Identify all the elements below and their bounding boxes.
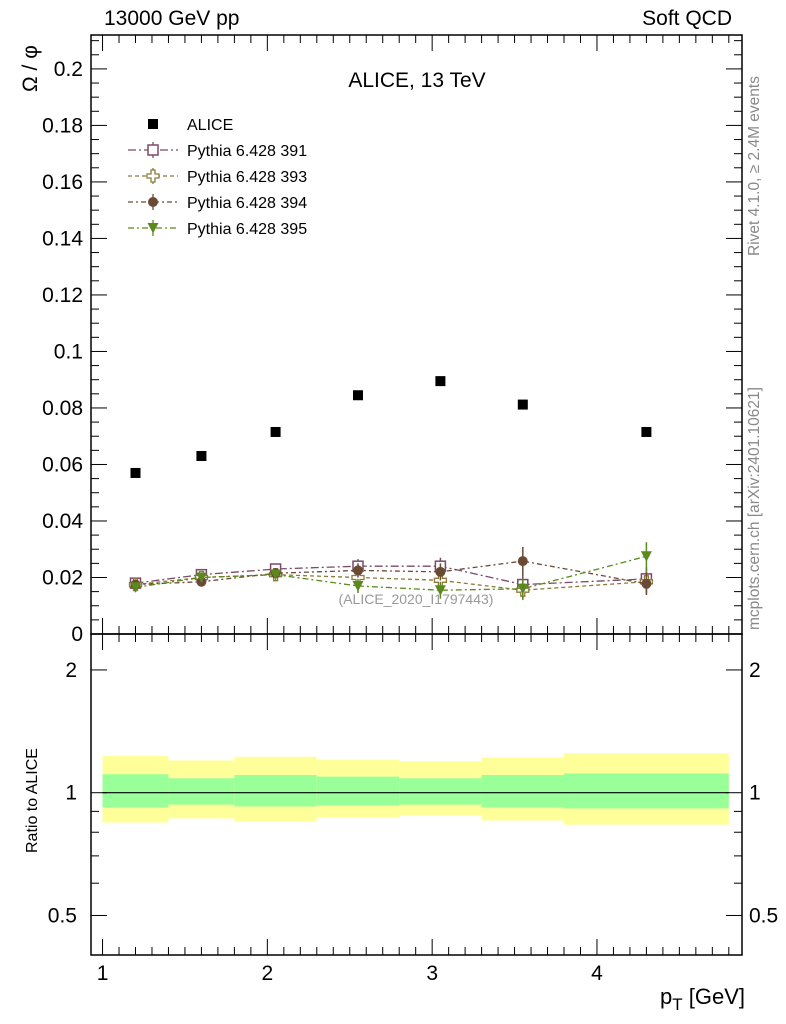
- y-tick-label: 0.18: [42, 114, 83, 137]
- legend-entry-3: Pythia 6.428 394: [128, 194, 307, 212]
- legend-marker: [148, 197, 158, 207]
- legend-entry-0: ALICE: [148, 117, 233, 134]
- y-tick-label: 0.2: [54, 58, 83, 81]
- x-tick-label: 2: [262, 962, 274, 985]
- ratio-y-tick-label: 2: [65, 659, 77, 682]
- series-4-point: [352, 580, 364, 592]
- series-3-point: [517, 556, 528, 567]
- series-4-point: [129, 582, 141, 593]
- series-0-point: [641, 426, 652, 437]
- ratio-y-tick-label: 1: [65, 782, 77, 805]
- legend-marker-shape: [146, 169, 160, 183]
- x-tick-label: 4: [591, 962, 603, 985]
- series-3-point: [641, 578, 652, 589]
- ratio-y-tick-label-right: 1: [749, 782, 761, 805]
- header-category-label: Soft QCD: [642, 7, 732, 30]
- ratio-y-tick-label: 0.5: [48, 904, 77, 927]
- y-tick-label: 0.12: [42, 284, 83, 307]
- header-process-label: 13000 GeV pp: [104, 7, 240, 30]
- legend-marker: [148, 119, 158, 129]
- y-tick-label: 0.16: [42, 171, 83, 194]
- y-tick-label: 0.1: [54, 340, 83, 363]
- legend-label: Pythia 6.428 394: [187, 195, 307, 212]
- y-tick-label: 0.04: [42, 510, 83, 533]
- ratio-y-tick-label-right: 2: [749, 659, 761, 682]
- y-tick-label: 0.08: [42, 397, 83, 420]
- ratio-band-inner: [564, 773, 729, 809]
- series-0-point: [130, 467, 141, 478]
- ratio-band-inner: [399, 778, 482, 805]
- x-tick-label: 3: [426, 962, 438, 985]
- series-4-point: [640, 551, 652, 562]
- series-4-point: [517, 583, 529, 595]
- legend-label: Pythia 6.428 391: [187, 143, 307, 160]
- y-tick-label: 0.06: [42, 453, 83, 476]
- series-4-point: [434, 585, 446, 596]
- series-4-point: [195, 572, 207, 583]
- legend-marker: [146, 169, 160, 183]
- analysis-watermark: (ALICE_2020_I1797443): [339, 591, 494, 607]
- series-1-group: [129, 557, 653, 595]
- legend-label: Pythia 6.428 393: [187, 169, 307, 186]
- series-3-line: [135, 560, 647, 586]
- legend-label: ALICE: [187, 117, 233, 134]
- x-axis-label: pT [GeV]: [660, 984, 745, 1014]
- series-0-group: [130, 376, 652, 478]
- ratio-band-inner: [234, 775, 317, 807]
- series-3-point: [352, 565, 363, 576]
- ratio-band-inner: [481, 775, 565, 808]
- y-axis-label: Ω / φ: [19, 45, 42, 92]
- y-tick-label: 0.02: [42, 566, 83, 589]
- series-1-line: [135, 565, 647, 586]
- ratio-band-inner: [102, 774, 169, 808]
- legend-label: Pythia 6.428 395: [187, 221, 307, 238]
- y-tick-label: 0.14: [42, 227, 83, 250]
- series-0-point: [270, 426, 281, 437]
- ratio-band-inner: [168, 778, 235, 805]
- legend-entry-1: Pythia 6.428 391: [128, 142, 307, 160]
- series-4-group: [129, 542, 652, 599]
- ratio-y-axis-label: Ratio to ALICE: [24, 748, 41, 853]
- ratio-y-tick-label-right: 0.5: [749, 904, 778, 927]
- series-0-point: [517, 399, 528, 410]
- series-4-point: [270, 569, 282, 581]
- series-3-point: [435, 566, 446, 577]
- series-0-point: [435, 376, 446, 387]
- series-4-line: [135, 555, 647, 591]
- chart-title: ALICE, 13 TeV: [348, 69, 485, 92]
- y-tick-label-zero: 0: [71, 623, 83, 646]
- series-0-point: [196, 450, 207, 461]
- legend-marker: [147, 223, 159, 234]
- legend-entry-2: Pythia 6.428 393: [128, 168, 307, 186]
- series-0-point: [352, 390, 363, 401]
- legend-marker: [147, 144, 159, 156]
- ratio-panel-frame: [90, 633, 743, 956]
- legend-entry-4: Pythia 6.428 395: [128, 220, 307, 238]
- ratio-band-inner: [316, 776, 400, 806]
- x-tick-label: 1: [97, 962, 109, 985]
